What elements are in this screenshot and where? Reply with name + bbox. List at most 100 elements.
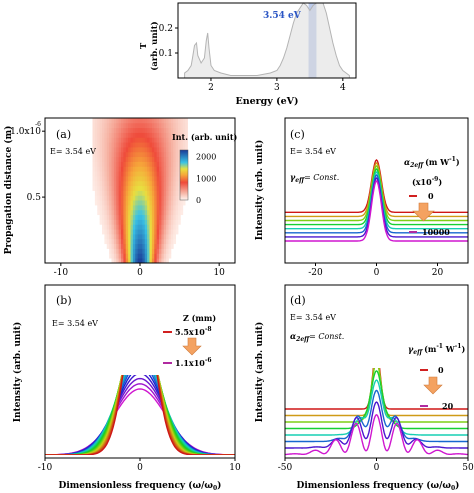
heatmap-cell	[159, 127, 162, 133]
heatmap-cell	[159, 122, 162, 129]
heatmap-cell	[128, 147, 131, 153]
heatmap-cell	[118, 127, 122, 133]
heatmap-cell	[111, 156, 115, 162]
heatmap-cell	[142, 205, 146, 211]
heatmap-cell	[128, 151, 131, 158]
heatmap-cell	[116, 132, 120, 138]
heatmap-cell	[151, 147, 155, 153]
heatmap-cell	[154, 161, 158, 167]
heatmap-cell	[144, 190, 148, 196]
heatmap-cell	[137, 224, 141, 230]
heatmap-cell	[168, 229, 172, 235]
heatmap-cell	[147, 219, 150, 225]
heatmap-cell	[118, 161, 122, 167]
heatmap-cell	[144, 137, 148, 143]
heatmap-cell	[130, 118, 134, 124]
heatmap-cell	[118, 195, 122, 201]
heatmap-cell	[154, 151, 158, 158]
heatmap-cell	[111, 185, 115, 191]
annotation-b: E= 3.54 eV	[52, 319, 98, 328]
heatmap-cell	[92, 118, 96, 124]
heatmap-cell	[168, 248, 172, 254]
heatmap-cell	[154, 171, 158, 177]
heatmap-cell	[173, 205, 177, 211]
heatmap-cell	[156, 219, 160, 225]
heatmap-cell	[170, 118, 174, 124]
heatmap-cell	[113, 185, 117, 191]
heatmap-cell	[161, 219, 165, 225]
y-tick-label: 1.0x10	[10, 127, 41, 137]
heatmap-cell	[92, 132, 96, 138]
x-tick-label: -50	[278, 463, 293, 473]
panel-label-b: (b)	[56, 294, 72, 307]
heatmap-cell	[113, 214, 117, 220]
heatmap-cell	[92, 176, 96, 182]
heatmap-cell	[94, 180, 98, 187]
heatmap-cell	[180, 200, 184, 206]
heatmap-cell	[106, 156, 110, 162]
spectrum-curve	[45, 375, 235, 455]
heatmap-cell	[178, 219, 181, 225]
heatmap-cell	[149, 185, 153, 191]
heatmap-cell	[99, 132, 103, 138]
heatmap-cell	[130, 132, 134, 138]
heatmap-cell	[104, 176, 108, 182]
heatmap-cell	[106, 229, 110, 235]
heatmap-cell	[109, 253, 112, 259]
heatmap-cell	[109, 180, 112, 187]
heatmap-cell	[161, 156, 165, 162]
x-axis-label-d: Dimensionless frequency (ω/ω0)	[297, 480, 460, 492]
heatmap-cell	[170, 243, 174, 249]
heatmap-cell	[185, 132, 188, 138]
heatmap-cell	[118, 176, 122, 182]
note-d: α2eff= Const.	[290, 331, 344, 343]
heatmap-cell	[125, 180, 129, 187]
heatmap-cell	[123, 176, 127, 182]
spectra-d	[285, 368, 468, 456]
heatmap-cell	[125, 214, 129, 220]
heatmap-cell	[102, 209, 105, 216]
heatmap-cell	[128, 161, 131, 167]
heatmap-cell	[94, 171, 98, 177]
heatmap-cell	[149, 132, 153, 138]
heatmap-cell	[102, 195, 105, 201]
heatmap-cell	[142, 127, 146, 133]
heatmap-cell	[147, 156, 150, 162]
heatmap-cell	[159, 185, 162, 191]
heatmap-cell	[128, 219, 131, 225]
heatmap-cell	[125, 229, 129, 235]
heatmap-cell	[118, 243, 122, 249]
heatmap-cell	[173, 209, 177, 216]
heatmap-cell	[118, 185, 122, 191]
heatmap-cell	[161, 190, 165, 196]
heatmap-cell	[154, 118, 158, 124]
heatmap-cell	[151, 219, 155, 225]
heatmap-cell	[135, 176, 139, 182]
heatmap-cell	[125, 156, 129, 162]
heatmap-cell	[99, 195, 103, 201]
heatmap-cell	[147, 209, 150, 216]
spectrum-curve	[285, 159, 468, 213]
heatmap-cell	[170, 122, 174, 129]
heatmap-cell	[159, 258, 162, 263]
spectrum-curve	[285, 389, 468, 443]
heatmap-cell	[116, 238, 120, 245]
heatmap-cell	[135, 224, 139, 230]
heatmap-cell	[118, 224, 122, 230]
heatmap-cell	[166, 229, 169, 235]
heatmap-cell	[156, 180, 160, 187]
heatmap-cell	[149, 171, 153, 177]
legend-bottom-c: 10000	[422, 227, 450, 237]
heatmap-cell	[116, 122, 120, 129]
heatmap-cell	[170, 219, 174, 225]
heatmap-cell	[121, 205, 124, 211]
heatmap-cell	[147, 166, 150, 172]
heatmap-cell	[111, 253, 115, 259]
heatmap-cell	[175, 229, 179, 235]
heatmap-cell	[173, 132, 177, 138]
heatmap-cell	[144, 219, 148, 225]
heatmap-cell	[142, 156, 146, 162]
heatmap-cell	[116, 171, 120, 177]
heatmap-cell	[99, 147, 103, 153]
highlight-label: 3.54 eV	[263, 11, 302, 21]
